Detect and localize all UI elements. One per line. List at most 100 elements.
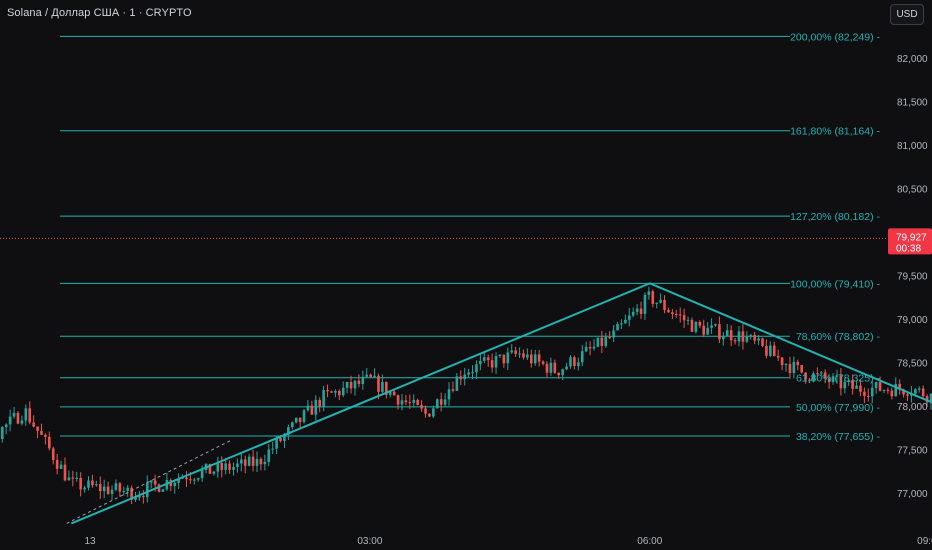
candle-body <box>40 430 43 435</box>
candle-body <box>138 496 141 498</box>
pattern-zigzag-line <box>70 282 932 525</box>
candle-body <box>102 486 106 492</box>
candle-body <box>530 354 533 364</box>
candle-body <box>475 364 478 373</box>
candle-body <box>271 448 274 450</box>
candle-body <box>334 391 337 393</box>
candle-body <box>95 484 98 486</box>
candle-body <box>698 321 702 326</box>
candle-body <box>432 408 435 417</box>
candle-body <box>377 375 380 392</box>
candle-body <box>624 319 627 324</box>
candle-body <box>541 361 545 364</box>
candle-body <box>314 399 318 415</box>
candle-body <box>600 337 604 347</box>
y-tick-label: 78,500 <box>897 359 928 370</box>
candle-body <box>867 395 870 397</box>
y-tick-label: 81,500 <box>897 98 928 109</box>
candle-body <box>392 391 396 396</box>
candle-body <box>381 381 384 392</box>
candle-body <box>584 347 588 352</box>
candle-body <box>545 363 549 373</box>
candle-body <box>451 389 455 391</box>
candle-body <box>118 483 122 492</box>
candle-body <box>608 337 611 339</box>
candle-body <box>855 385 858 389</box>
candle-body <box>851 380 854 389</box>
candle-body <box>404 400 408 403</box>
candle-body <box>784 364 788 366</box>
candle-body <box>8 416 12 425</box>
candle-body <box>835 375 839 377</box>
candle-body <box>287 427 290 435</box>
candle-body <box>177 478 180 483</box>
candle-body <box>259 458 263 465</box>
candle-body <box>471 372 474 374</box>
x-tick-label: 09:00 <box>917 536 932 547</box>
candle-body <box>63 464 67 481</box>
candle-body <box>816 373 819 375</box>
candles-layer <box>0 286 932 504</box>
candle-body <box>326 390 329 392</box>
candle-body <box>240 459 243 464</box>
candle-body <box>502 354 506 364</box>
candle-body <box>388 391 392 395</box>
candle-body <box>737 331 741 342</box>
candle-body <box>130 487 133 500</box>
candle-body <box>769 345 772 356</box>
candle-body <box>349 382 353 389</box>
candle-body <box>749 335 753 337</box>
candle-body <box>796 361 800 366</box>
candle-body <box>396 395 400 405</box>
candle-body <box>153 480 157 485</box>
candle-body <box>604 337 608 347</box>
candle-body <box>251 456 255 466</box>
candle-body <box>612 330 615 338</box>
candle-body <box>890 390 894 397</box>
candle-body <box>279 438 282 442</box>
candle-body <box>812 373 815 381</box>
candle-body <box>357 380 361 384</box>
candle-body <box>459 376 463 380</box>
candle-body <box>729 330 733 341</box>
candle-body <box>318 399 322 407</box>
candle-body <box>639 308 643 314</box>
candle-body <box>114 483 118 490</box>
candle-body <box>24 408 28 421</box>
currency-button[interactable]: USD <box>890 4 924 25</box>
candle-body <box>44 434 47 437</box>
candle-body <box>216 462 220 472</box>
candle-body <box>4 424 8 428</box>
candle-body <box>71 477 75 479</box>
candle-body <box>463 374 466 380</box>
candle-body <box>263 461 267 465</box>
candle-body <box>193 479 196 481</box>
candle-body <box>839 375 843 389</box>
candle-body <box>678 314 682 316</box>
fib-label: 161,80% (81,164) - <box>790 126 880 138</box>
candle-body <box>447 389 451 400</box>
fib-label: 38,20% (77,655) - <box>796 431 881 443</box>
candle-body <box>537 354 541 362</box>
candle-body <box>651 291 655 304</box>
candle-body <box>710 325 713 328</box>
candle-body <box>804 372 807 380</box>
candle-body <box>631 311 635 316</box>
candle-body <box>929 393 932 403</box>
candle-body <box>667 309 670 313</box>
candle-body <box>83 487 86 490</box>
candle-body <box>400 400 404 405</box>
candle-body <box>267 449 271 462</box>
candle-body <box>569 357 572 367</box>
candle-body <box>808 379 811 381</box>
candle-body <box>772 345 776 357</box>
candle-body <box>526 354 529 358</box>
candle-body <box>200 470 204 479</box>
candle-body <box>757 338 760 341</box>
current-price-tag <box>888 228 932 255</box>
candle-body <box>87 480 90 488</box>
candle-body <box>655 302 659 304</box>
current-price-countdown: 00:38 <box>896 243 921 254</box>
candle-body <box>48 436 51 449</box>
